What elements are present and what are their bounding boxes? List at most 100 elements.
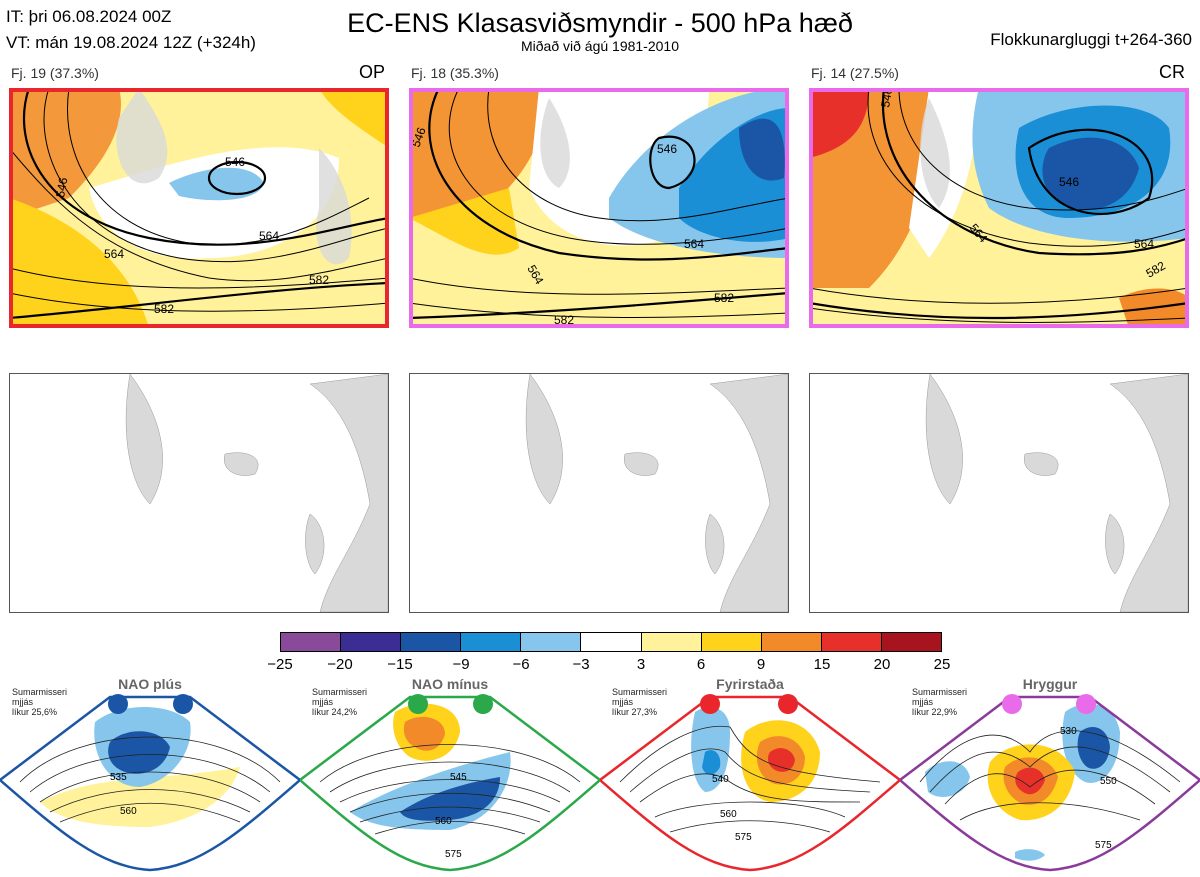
season-months: mjjás: [312, 697, 334, 707]
contour-label: 582: [154, 302, 174, 316]
header-info: IT: þri 06.08.2024 00Z VT: mán 19.08.202…: [6, 4, 256, 56]
colorbar-swatch: [281, 633, 342, 651]
contour-label: 582: [714, 291, 734, 305]
season-label: Sumarmisseri: [912, 687, 968, 697]
regime-marker: [700, 694, 720, 714]
contour-label: 546: [225, 155, 245, 169]
regime-probability: líkur 25,6%: [12, 707, 58, 717]
regime-marker: [408, 694, 428, 714]
regime-marker: [473, 694, 493, 714]
colorbar-swatch: [881, 633, 942, 651]
contour-label: 546: [878, 88, 895, 109]
cluster-map: 546 546 564 564 582 582: [9, 88, 389, 328]
contour-label: 560: [720, 809, 737, 820]
cluster-tag: OP: [358, 62, 385, 82]
season-label: Sumarmisseri: [612, 687, 668, 697]
colorbar-tick: 20: [873, 656, 891, 673]
contour-label: 575: [735, 832, 752, 843]
page-subtitle: Miðað við ágú 1981-2010: [520, 38, 679, 54]
contour-label: 546: [1059, 175, 1079, 189]
contour-label: 564: [259, 229, 279, 243]
season-label: Sumarmisseri: [12, 687, 68, 697]
anomaly-map: [525, 373, 789, 613]
regime-map: 540 560 575: [598, 694, 902, 872]
contour-label: 564: [1134, 237, 1154, 251]
regime-marker: [108, 694, 128, 714]
regime-name: Fyrirstaða: [716, 676, 784, 692]
season-months: mjjás: [12, 697, 34, 707]
colorbar-tick: 3: [636, 656, 646, 673]
colorbar-swatch: [341, 633, 402, 651]
cluster-panel-3: Fj. 14 (27.5%) CR 546 546 564 564 582: [809, 62, 1189, 328]
anomaly-panel-2: [409, 373, 789, 613]
anomaly-map: [925, 373, 1189, 613]
colorbar-swatch: [581, 633, 642, 651]
colorbar-swatch: [461, 633, 522, 651]
regime-marker: [173, 694, 193, 714]
page-title: EC-ENS Klasasviðsmyndir - 500 hPa hæð: [347, 8, 853, 38]
colorbar-tick: −15: [387, 656, 413, 673]
contour-label: 550: [1100, 776, 1117, 787]
colorbar-swatch: [641, 633, 702, 651]
regime-map: 535 560: [0, 694, 302, 872]
regime-marker: [1076, 694, 1096, 714]
colorbar-tick: 15: [813, 656, 831, 673]
contour-label: 575: [445, 849, 462, 860]
colorbar: [280, 632, 942, 652]
colorbar-tick: −9: [452, 656, 470, 673]
valid-time: VT: mán 19.08.2024 12Z (+324h): [6, 33, 256, 52]
colorbar-swatch: [701, 633, 762, 651]
contour-label: 560: [120, 806, 137, 817]
season-months: mjjás: [612, 697, 634, 707]
cluster-panel-2: Fj. 18 (35.3%) 546 546 564 564 582 582: [409, 65, 789, 328]
contour-label: 582: [309, 273, 329, 287]
regime-name: NAO mínus: [411, 676, 489, 692]
contour-label: 545: [450, 772, 467, 783]
regime-info: Sumarmisseri mjjás líkur 24,2%: [312, 687, 367, 717]
colorbar-tick: 9: [756, 656, 766, 673]
regime-probability: líkur 22,9%: [912, 707, 958, 717]
regime-marker: [1002, 694, 1022, 714]
contour-label: 546: [53, 176, 70, 198]
regime-info: Sumarmisseri mjjás líkur 22,9%: [912, 687, 967, 717]
cluster-label: Fj. 14 (27.5%): [811, 65, 899, 81]
regime-probability: líkur 27,3%: [612, 707, 658, 717]
anomaly-map: [125, 373, 389, 613]
regime-probability: líkur 24,2%: [312, 707, 358, 717]
contour-label: 575: [1095, 840, 1112, 851]
colorbar-ticks: −25 −20 −15 −9 −6 −3 3 6 9 15 20 25: [267, 656, 950, 676]
regime-ridge: Hryggur Sumarmisseri mjjás líkur 22,9% 5…: [898, 672, 1200, 872]
colorbar-tick: −6: [512, 656, 530, 673]
contour-label: 560: [435, 816, 452, 827]
contour-label: 564: [684, 237, 704, 251]
colorbar-tick: −3: [572, 656, 590, 673]
init-time: IT: þri 06.08.2024 00Z: [6, 7, 172, 26]
colorbar-swatch: [521, 633, 582, 651]
regime-info: Sumarmisseri mjjás líkur 25,6%: [12, 687, 67, 717]
contour-label: 582: [554, 313, 574, 327]
regime-map: 530 550 575: [898, 694, 1200, 872]
cluster-panel-1: Fj. 19 (37.3%) OP 546 546 564 564 582 58…: [9, 62, 389, 328]
cluster-map: 546 546 564 564 582: [809, 88, 1189, 328]
colorbar-tick: 25: [933, 656, 951, 673]
contour-label: 546: [409, 125, 429, 149]
colorbar-tick: −20: [327, 656, 353, 673]
season-months: mjjás: [912, 697, 934, 707]
regime-name: NAO plús: [118, 676, 182, 692]
colorbar-tick: 6: [696, 656, 706, 673]
contour-label: 535: [110, 772, 127, 783]
cluster-label: Fj. 19 (37.3%): [11, 65, 99, 81]
colorbar-tick: −25: [267, 656, 293, 673]
regime-marker: [778, 694, 798, 714]
colorbar-swatch: [821, 633, 882, 651]
contour-label: 530: [1060, 726, 1077, 737]
contour-label: 540: [712, 774, 729, 785]
cluster-tag: CR: [1159, 62, 1185, 82]
season-label: Sumarmisseri: [312, 687, 368, 697]
regime-nao-minus: NAO mínus Sumarmisseri mjjás líkur 24,2%…: [298, 672, 602, 872]
regime-name: Hryggur: [1022, 676, 1078, 692]
cluster-label: Fj. 18 (35.3%): [411, 65, 499, 81]
regime-map: 545 560 575: [298, 694, 602, 872]
contour-label: 546: [657, 142, 677, 156]
cluster-map: 546 546 564 564 582 582: [409, 88, 789, 328]
